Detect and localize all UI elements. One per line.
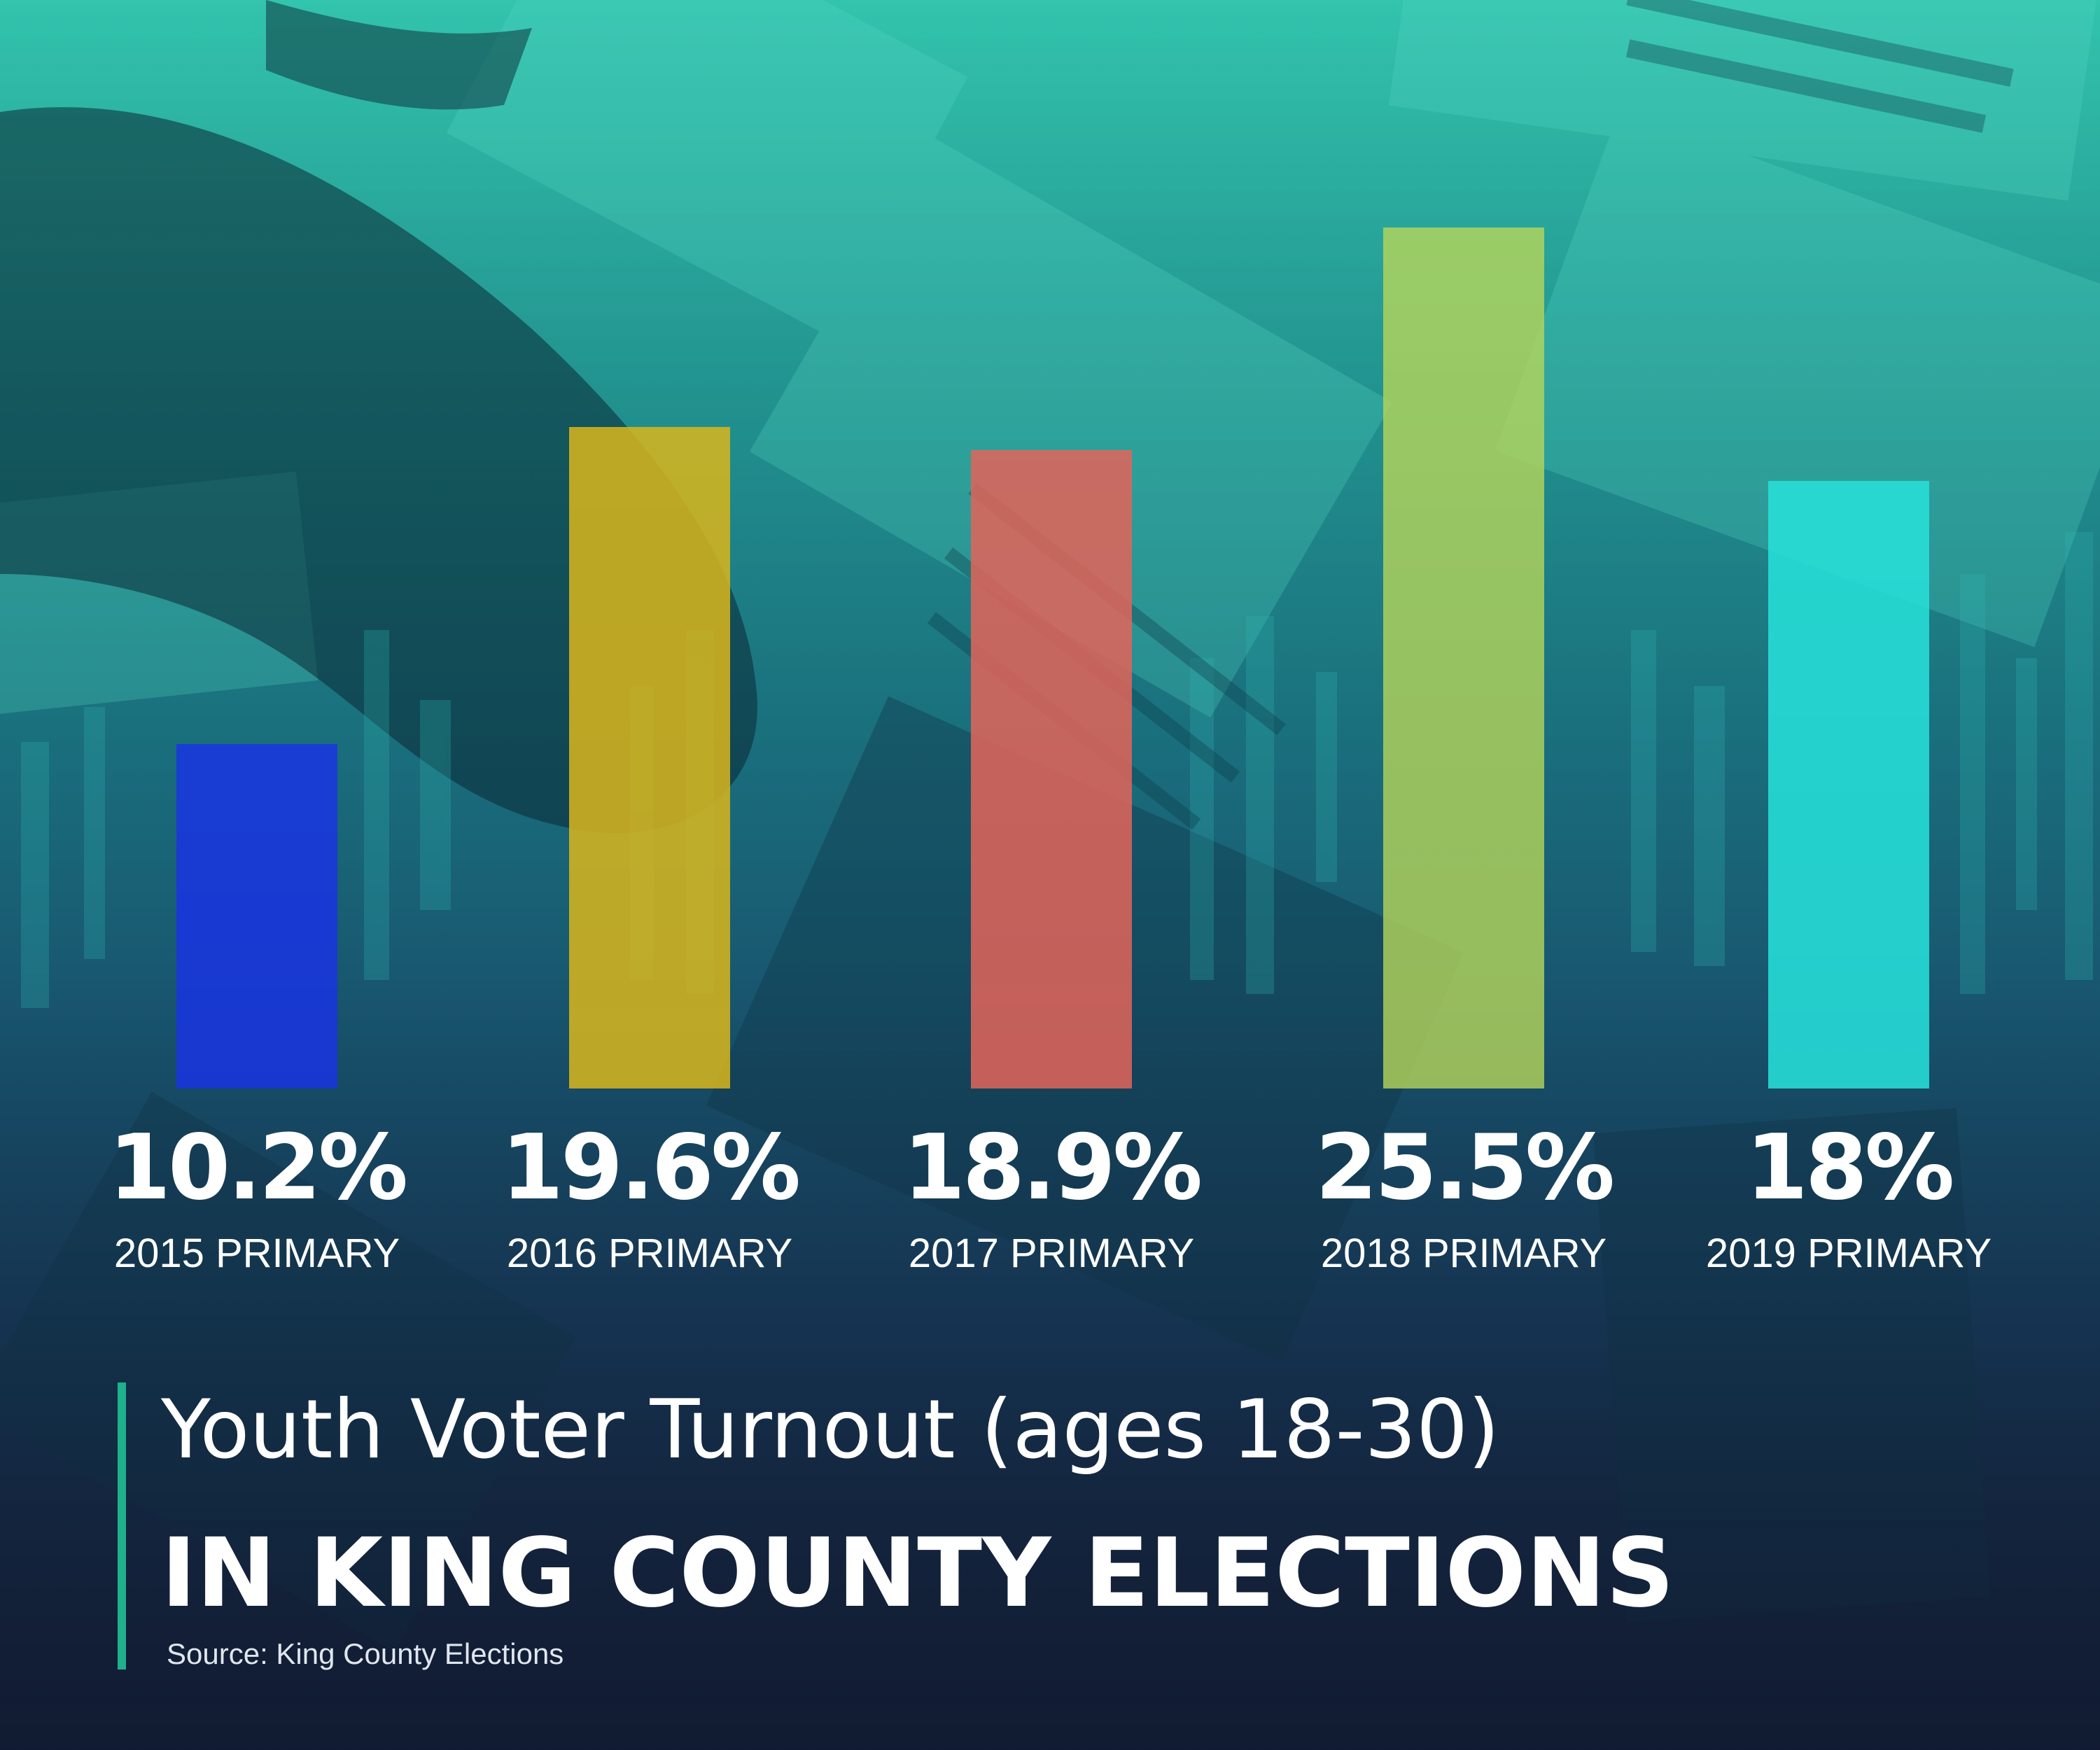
source-credit: Source: King County Elections — [167, 1637, 564, 1670]
value-label-2015: 10.2% — [108, 1116, 408, 1220]
bar-2016-primary — [569, 426, 730, 1088]
bar-2017-primary — [971, 450, 1132, 1088]
category-label-2018: 2018 PRIMARY — [1320, 1231, 1607, 1276]
value-label-2017: 18.9% — [902, 1116, 1203, 1220]
value-label-2016: 19.6% — [500, 1116, 801, 1220]
category-label-2015: 2015 PRIMARY — [113, 1231, 400, 1276]
value-label-2018: 25.5% — [1315, 1116, 1615, 1220]
category-label-2016: 2016 PRIMARY — [506, 1231, 793, 1276]
title-accent-rule — [118, 1382, 126, 1670]
category-label-2019: 2019 PRIMARY — [1705, 1231, 1992, 1276]
chart-subtitle: IN KING COUNTY ELECTIONS — [161, 1518, 1674, 1629]
value-label-2019: 18% — [1745, 1116, 1954, 1220]
bar-2019-primary — [1768, 480, 1929, 1088]
bar-2018-primary — [1383, 227, 1544, 1088]
chart-title: Youth Voter Turnout (ages 18-30) — [161, 1382, 1500, 1477]
bar-2015-primary — [176, 744, 337, 1088]
category-label-2017: 2017 PRIMARY — [908, 1231, 1195, 1276]
